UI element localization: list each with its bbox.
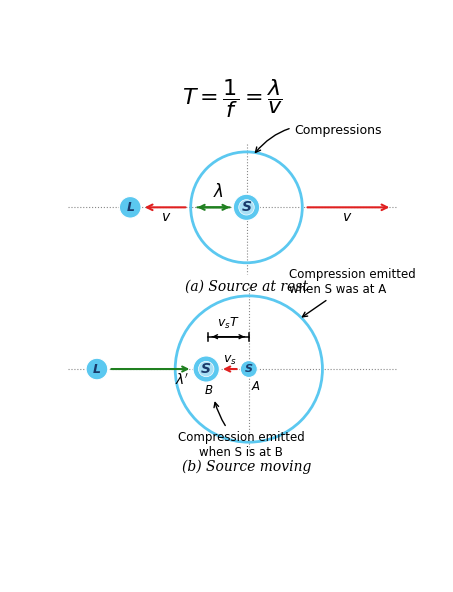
Text: $\lambda'$: $\lambda'$ xyxy=(175,373,189,388)
Text: $\lambda$: $\lambda$ xyxy=(213,183,224,201)
Circle shape xyxy=(86,358,108,380)
Text: (b) Source moving: (b) Source moving xyxy=(182,459,311,474)
Text: $T = \dfrac{1}{f} = \dfrac{\lambda}{v}$: $T = \dfrac{1}{f} = \dfrac{\lambda}{v}$ xyxy=(182,77,283,120)
Text: Compressions: Compressions xyxy=(255,124,382,152)
Circle shape xyxy=(193,356,219,382)
Text: A: A xyxy=(251,380,259,393)
Circle shape xyxy=(120,197,141,218)
Text: L: L xyxy=(93,362,101,375)
Text: $v$: $v$ xyxy=(342,210,352,224)
Circle shape xyxy=(198,361,214,377)
Text: (a) Source at rest: (a) Source at rest xyxy=(185,279,308,294)
Text: Compression emitted
when S was at A: Compression emitted when S was at A xyxy=(289,268,416,317)
Text: $v$: $v$ xyxy=(161,210,172,224)
Circle shape xyxy=(239,200,254,215)
Text: $v_s T$: $v_s T$ xyxy=(217,316,240,332)
Text: Compression emitted
when S is at B: Compression emitted when S is at B xyxy=(178,403,304,459)
Text: S: S xyxy=(201,362,211,376)
Text: L: L xyxy=(126,201,134,214)
Text: S: S xyxy=(245,364,253,374)
Circle shape xyxy=(233,194,260,220)
Text: B: B xyxy=(204,384,212,397)
Text: $v_s$: $v_s$ xyxy=(223,353,237,366)
Text: S: S xyxy=(241,200,251,214)
Circle shape xyxy=(240,361,257,378)
